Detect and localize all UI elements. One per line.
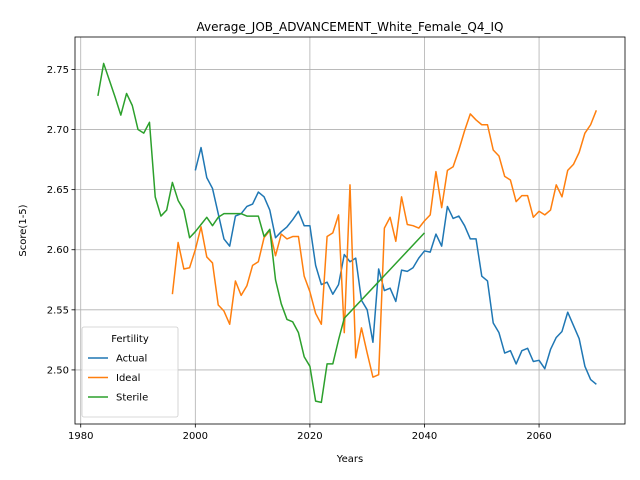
x-axis-ticks: 1980 2000 2020 2040 2060 [68, 424, 552, 442]
x-tick-label: 2000 [183, 431, 208, 442]
legend-title: Fertility [111, 334, 149, 345]
series-line-ideal [171, 110, 598, 378]
chart-title: Average_JOB_ADVANCEMENT_White_Female_Q4_… [197, 20, 504, 34]
y-tick-label: 2.60 [47, 245, 69, 256]
y-tick-label: 2.55 [47, 305, 69, 316]
series-line-actual [194, 146, 597, 385]
x-axis-label: Years [336, 454, 363, 465]
legend: Fertility Actual Ideal Sterile [81, 326, 179, 418]
x-tick-label: 1980 [68, 431, 93, 442]
x-tick-label: 2020 [297, 431, 322, 442]
series-line-sterile [97, 62, 426, 404]
legend-label-sterile: Sterile [116, 393, 148, 404]
y-tick-label: 2.50 [47, 365, 69, 376]
y-tick-label: 2.75 [47, 65, 69, 76]
x-tick-label: 2040 [412, 431, 437, 442]
y-tick-label: 2.65 [47, 185, 69, 196]
legend-entries: Actual Ideal Sterile [88, 354, 148, 404]
series-lines [97, 62, 598, 404]
plot-frame [74, 36, 626, 425]
legend-box [81, 326, 179, 418]
y-axis-label: Score(1-5) [18, 204, 29, 256]
plot-area [74, 36, 626, 425]
y-axis-ticks: 2.50 2.55 2.60 2.65 2.70 2.75 [47, 65, 75, 376]
y-tick-label: 2.70 [47, 125, 69, 136]
legend-label-ideal: Ideal [116, 373, 140, 384]
x-tick-label: 2060 [526, 431, 551, 442]
legend-label-actual: Actual [116, 354, 147, 365]
